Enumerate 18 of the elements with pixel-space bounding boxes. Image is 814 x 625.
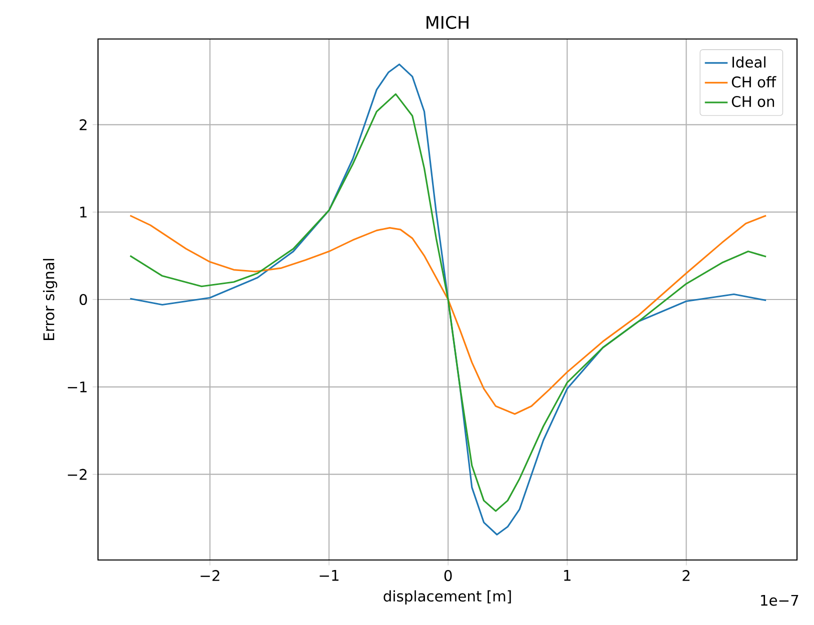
y-tick-label: −2 <box>68 468 86 480</box>
text: 1e−7 <box>761 594 798 606</box>
y-tick-label: 0 <box>80 294 87 306</box>
legend-label: CH off <box>732 76 776 88</box>
y-tick-label: −1 <box>68 382 87 392</box>
line-series <box>129 214 767 415</box>
legend-label: CH on <box>732 96 774 108</box>
y-tick-label: 1 <box>80 206 87 218</box>
chart-title: MICH <box>426 16 468 29</box>
y-axis-title: Error signal <box>42 258 58 340</box>
y-tick-label: 2 <box>80 119 86 130</box>
x-tick-label: 1 <box>564 570 570 581</box>
x-tick-label: −2 <box>200 570 220 581</box>
x-tick-label: 2 <box>682 570 690 581</box>
legend-label: Ideal <box>732 56 766 68</box>
x-axis-title: displacement [m] <box>384 590 511 604</box>
x-tick-label: −1 <box>320 570 338 581</box>
x-tick-label: 0 <box>444 570 452 582</box>
